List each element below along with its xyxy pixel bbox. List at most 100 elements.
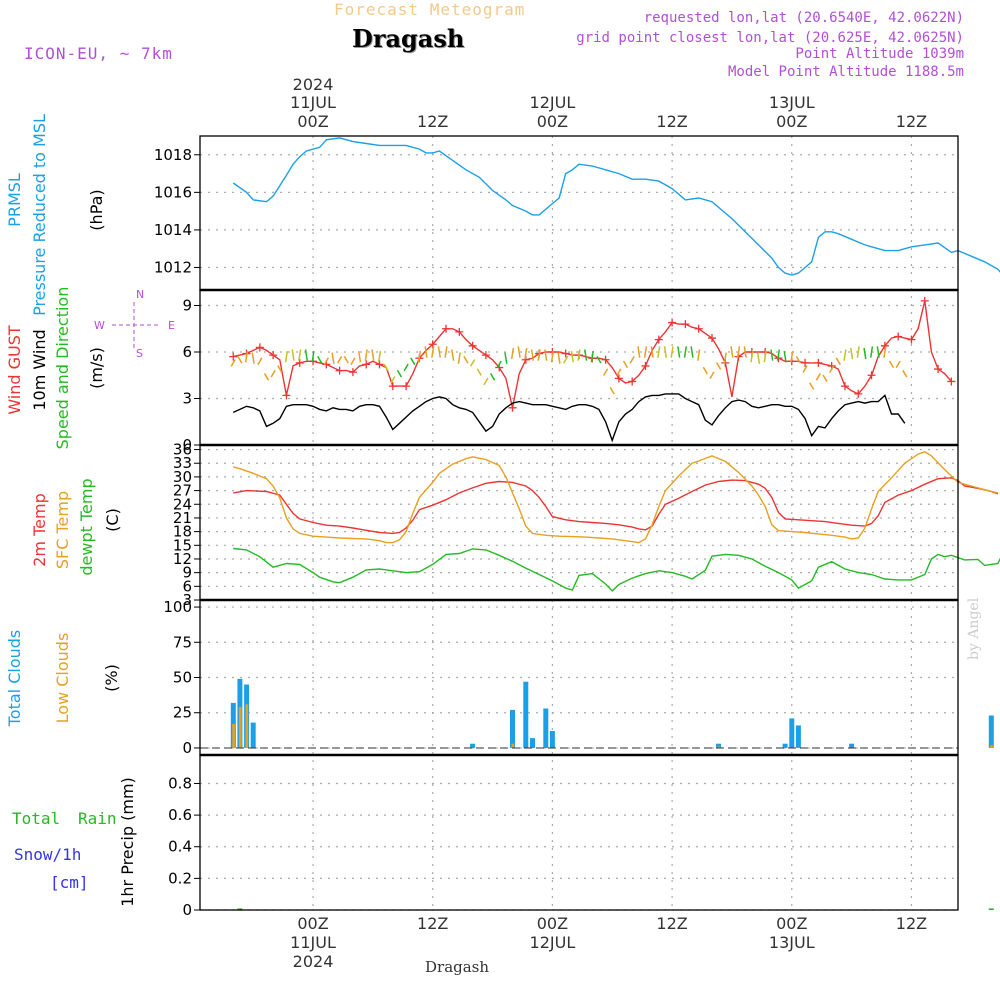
bottom-time-tick-label: 00Z	[537, 914, 568, 933]
point-altitude: Point Altitude 1039m	[795, 46, 964, 62]
wind-direction-arrow	[883, 346, 887, 358]
wind-direction-arrow	[263, 373, 270, 381]
panel-temperature	[194, 448, 1000, 601]
gust-marker	[335, 366, 344, 375]
wind-direction-arrow	[650, 346, 654, 358]
wind-direction-arrow	[750, 350, 754, 363]
wind-direction-arrow	[856, 346, 860, 358]
clouds-unit-label: (%)	[102, 664, 121, 692]
wind-direction-arrow	[802, 365, 808, 373]
gust-marker	[255, 343, 264, 352]
compass-cross	[112, 302, 160, 348]
wind-direction-arrow	[331, 352, 335, 364]
wind-direction-arrow	[709, 371, 715, 380]
wind-direction-arrow	[763, 350, 767, 363]
wind-direction-arrow	[790, 350, 794, 363]
compass-w: W	[94, 319, 105, 332]
wind-direction-arrow	[377, 350, 382, 363]
y-tick-label: 18	[173, 523, 192, 541]
series-line-dewpt-temp	[233, 547, 1000, 592]
y-tick-label: 12	[173, 550, 192, 568]
wind-direction-arrow	[743, 346, 747, 358]
panel-frame	[199, 289, 959, 446]
wind-direction-arrow	[622, 360, 629, 369]
bar-low-clouds	[232, 724, 235, 748]
wind-direction-arrow	[629, 355, 635, 364]
y-tick-label: 75	[173, 633, 192, 651]
y-tick-label: 0	[182, 901, 192, 919]
wind-direction-arrow	[663, 346, 668, 358]
wind-direction-arrow	[829, 365, 835, 373]
wind-direction-arrow	[690, 346, 694, 358]
wind-direction-arrow	[795, 355, 802, 364]
y-tick-label: 30	[173, 468, 192, 486]
wind-direction-arrow	[524, 347, 528, 360]
bottom-time-tick-label: 2024	[293, 952, 334, 971]
gust-marker	[668, 318, 677, 327]
bottom-time-tick-label: 00Z	[776, 914, 807, 933]
y-tick-label: 1014	[154, 221, 192, 239]
wind-direction-arrow	[835, 357, 841, 366]
gust-marker	[362, 360, 371, 369]
y-tick-label: 1016	[154, 183, 192, 201]
wind-direction-arrow	[270, 369, 276, 378]
gust-marker	[641, 361, 650, 370]
wind-direction-arrow	[888, 360, 895, 369]
top-time-tick-label: 13JUL	[769, 93, 815, 112]
y-tick-label: 3	[182, 390, 192, 408]
gust-marker	[481, 351, 490, 360]
wind-direction-arrow	[702, 366, 708, 375]
series-line-sfc-temp	[233, 451, 999, 544]
pressure-msl-label: Pressure Reduced to MSL	[30, 114, 49, 316]
y-tick-label: 0.2	[168, 869, 192, 887]
y-tick-label: 1018	[154, 146, 192, 164]
wind-direction-arrow	[371, 349, 375, 361]
bar-total-clouds	[523, 681, 529, 748]
series-line-2m-temp	[233, 477, 999, 535]
bar-total-rain	[988, 908, 994, 910]
model-altitude: Model Point Altitude 1188.5m	[727, 64, 964, 80]
bar-total-clouds	[716, 743, 722, 748]
bar-total-clouds	[789, 718, 795, 748]
gust-marker	[867, 371, 876, 380]
wind-direction-arrow	[869, 346, 874, 358]
wind-direction-arrow	[902, 369, 908, 378]
wind-direction-arrow	[457, 352, 461, 364]
bar-total-clouds	[549, 731, 555, 748]
wind-direction-arrow	[876, 346, 880, 358]
gust-marker	[614, 374, 623, 383]
wind-direction-arrow	[357, 350, 362, 363]
gust-marker	[402, 382, 411, 391]
gust-marker	[681, 320, 690, 329]
bar-total-clouds	[795, 725, 801, 748]
wind-direction-arrow	[284, 350, 289, 363]
bottom-time-tick-label: 12Z	[656, 914, 687, 933]
station-title: Dragash	[352, 24, 465, 53]
wind-direction-arrow	[815, 373, 821, 381]
wind-direction-arrow	[723, 352, 727, 364]
series-line-prmsl	[232, 137, 1000, 276]
bar-total-clouds	[530, 738, 535, 748]
y-tick-label: 0.4	[168, 838, 192, 856]
wind-direction-arrow	[850, 347, 854, 360]
wind-direction-arrow	[616, 368, 622, 376]
wind-direction-arrow	[584, 349, 588, 361]
panel-pressure	[194, 137, 1000, 276]
y-tick-label: 24	[173, 495, 192, 513]
wind-direction-arrow	[510, 347, 515, 360]
model-label: ICON-EU, ~ 7km	[24, 44, 173, 63]
gust-marker	[854, 389, 863, 398]
bottom-time-tick-label: 00Z	[297, 914, 328, 933]
wind-direction-arrow	[496, 360, 502, 369]
wind-direction-arrow	[317, 355, 323, 364]
wind-direction-arrow	[424, 346, 428, 358]
gust-marker	[840, 382, 849, 391]
bar-total-clouds	[250, 722, 256, 748]
gust-marker	[907, 335, 916, 344]
wind-direction-arrow	[417, 350, 422, 363]
y-tick-label: 33	[173, 454, 192, 472]
gust-marker	[508, 403, 517, 412]
bottom-time-tick-label: 12Z	[896, 914, 927, 933]
wind-direction-arrow	[364, 349, 368, 361]
